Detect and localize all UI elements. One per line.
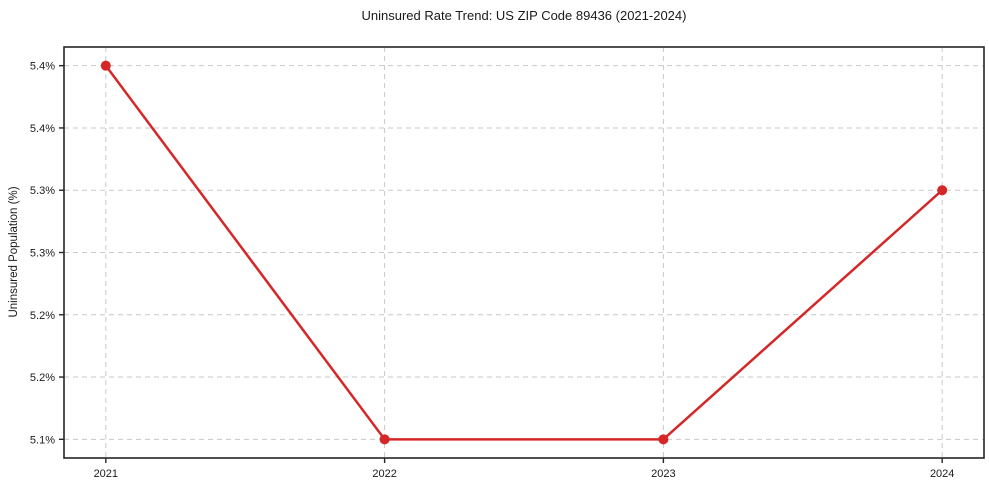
x-tick-label: 2024 [930, 468, 954, 480]
data-point-marker [658, 434, 669, 445]
x-tick-label: 2022 [372, 468, 396, 480]
y-tick-label: 5.1% [30, 434, 55, 446]
y-tick-label: 5.4% [30, 123, 55, 135]
chart-title: Uninsured Rate Trend: US ZIP Code 89436 … [361, 8, 687, 23]
y-tick-label: 5.3% [30, 185, 55, 197]
y-tick-label: 5.2% [30, 310, 55, 322]
x-tick-label: 2023 [651, 468, 675, 480]
data-point-marker [937, 185, 948, 196]
x-tick-label: 2021 [94, 468, 118, 480]
y-tick-label: 5.2% [30, 372, 55, 384]
y-tick-label: 5.4% [30, 61, 55, 73]
data-line [104, 64, 944, 441]
y-tick-label: 5.3% [30, 248, 55, 260]
data-point-marker [100, 60, 111, 71]
data-point-marker [379, 434, 390, 445]
